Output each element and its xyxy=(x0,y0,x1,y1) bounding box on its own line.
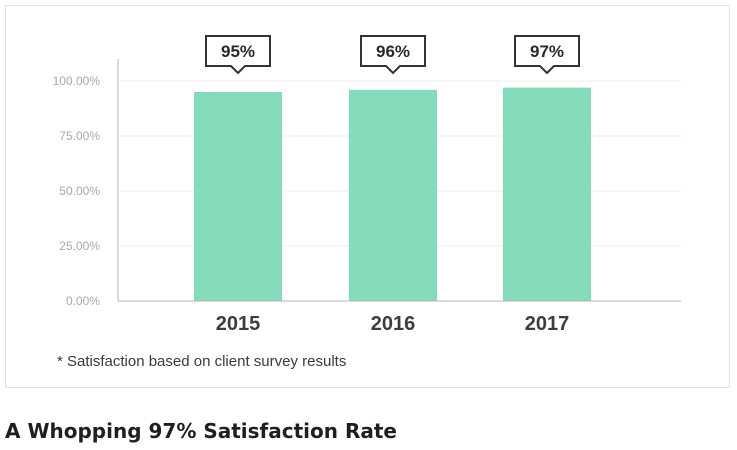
y-tick-label: 100.00% xyxy=(53,74,101,88)
data-label: 95% xyxy=(221,42,255,61)
y-tick-label: 0.00% xyxy=(66,294,100,308)
chart-card: 0.00% 25.00% 50.00% 75.00% 100.00% 2015 2016 20… xyxy=(5,5,730,388)
data-label-callout xyxy=(360,35,426,75)
bar-chart: 0.00% 25.00% 50.00% 75.00% 100.00% 2015 2016 20… xyxy=(53,35,681,335)
bar xyxy=(194,92,282,301)
x-tick-label: 2017 xyxy=(525,313,570,335)
y-tick-label: 50.00% xyxy=(59,184,100,198)
x-tick-label: 2015 xyxy=(216,313,261,335)
x-tick-label: 2016 xyxy=(371,313,416,335)
chart-footnote: * Satisfaction based on client survey re… xyxy=(57,353,347,370)
data-label: 96% xyxy=(376,42,410,61)
bar xyxy=(349,89,437,301)
y-tick-label: 75.00% xyxy=(59,129,100,143)
y-tick-label: 25.00% xyxy=(59,239,100,253)
bar xyxy=(503,87,591,301)
data-label: 97% xyxy=(530,42,564,61)
data-label-callout xyxy=(514,35,580,75)
page-title: A Whopping 97% Satisfaction Rate xyxy=(5,419,397,443)
data-label-callout xyxy=(205,35,271,75)
